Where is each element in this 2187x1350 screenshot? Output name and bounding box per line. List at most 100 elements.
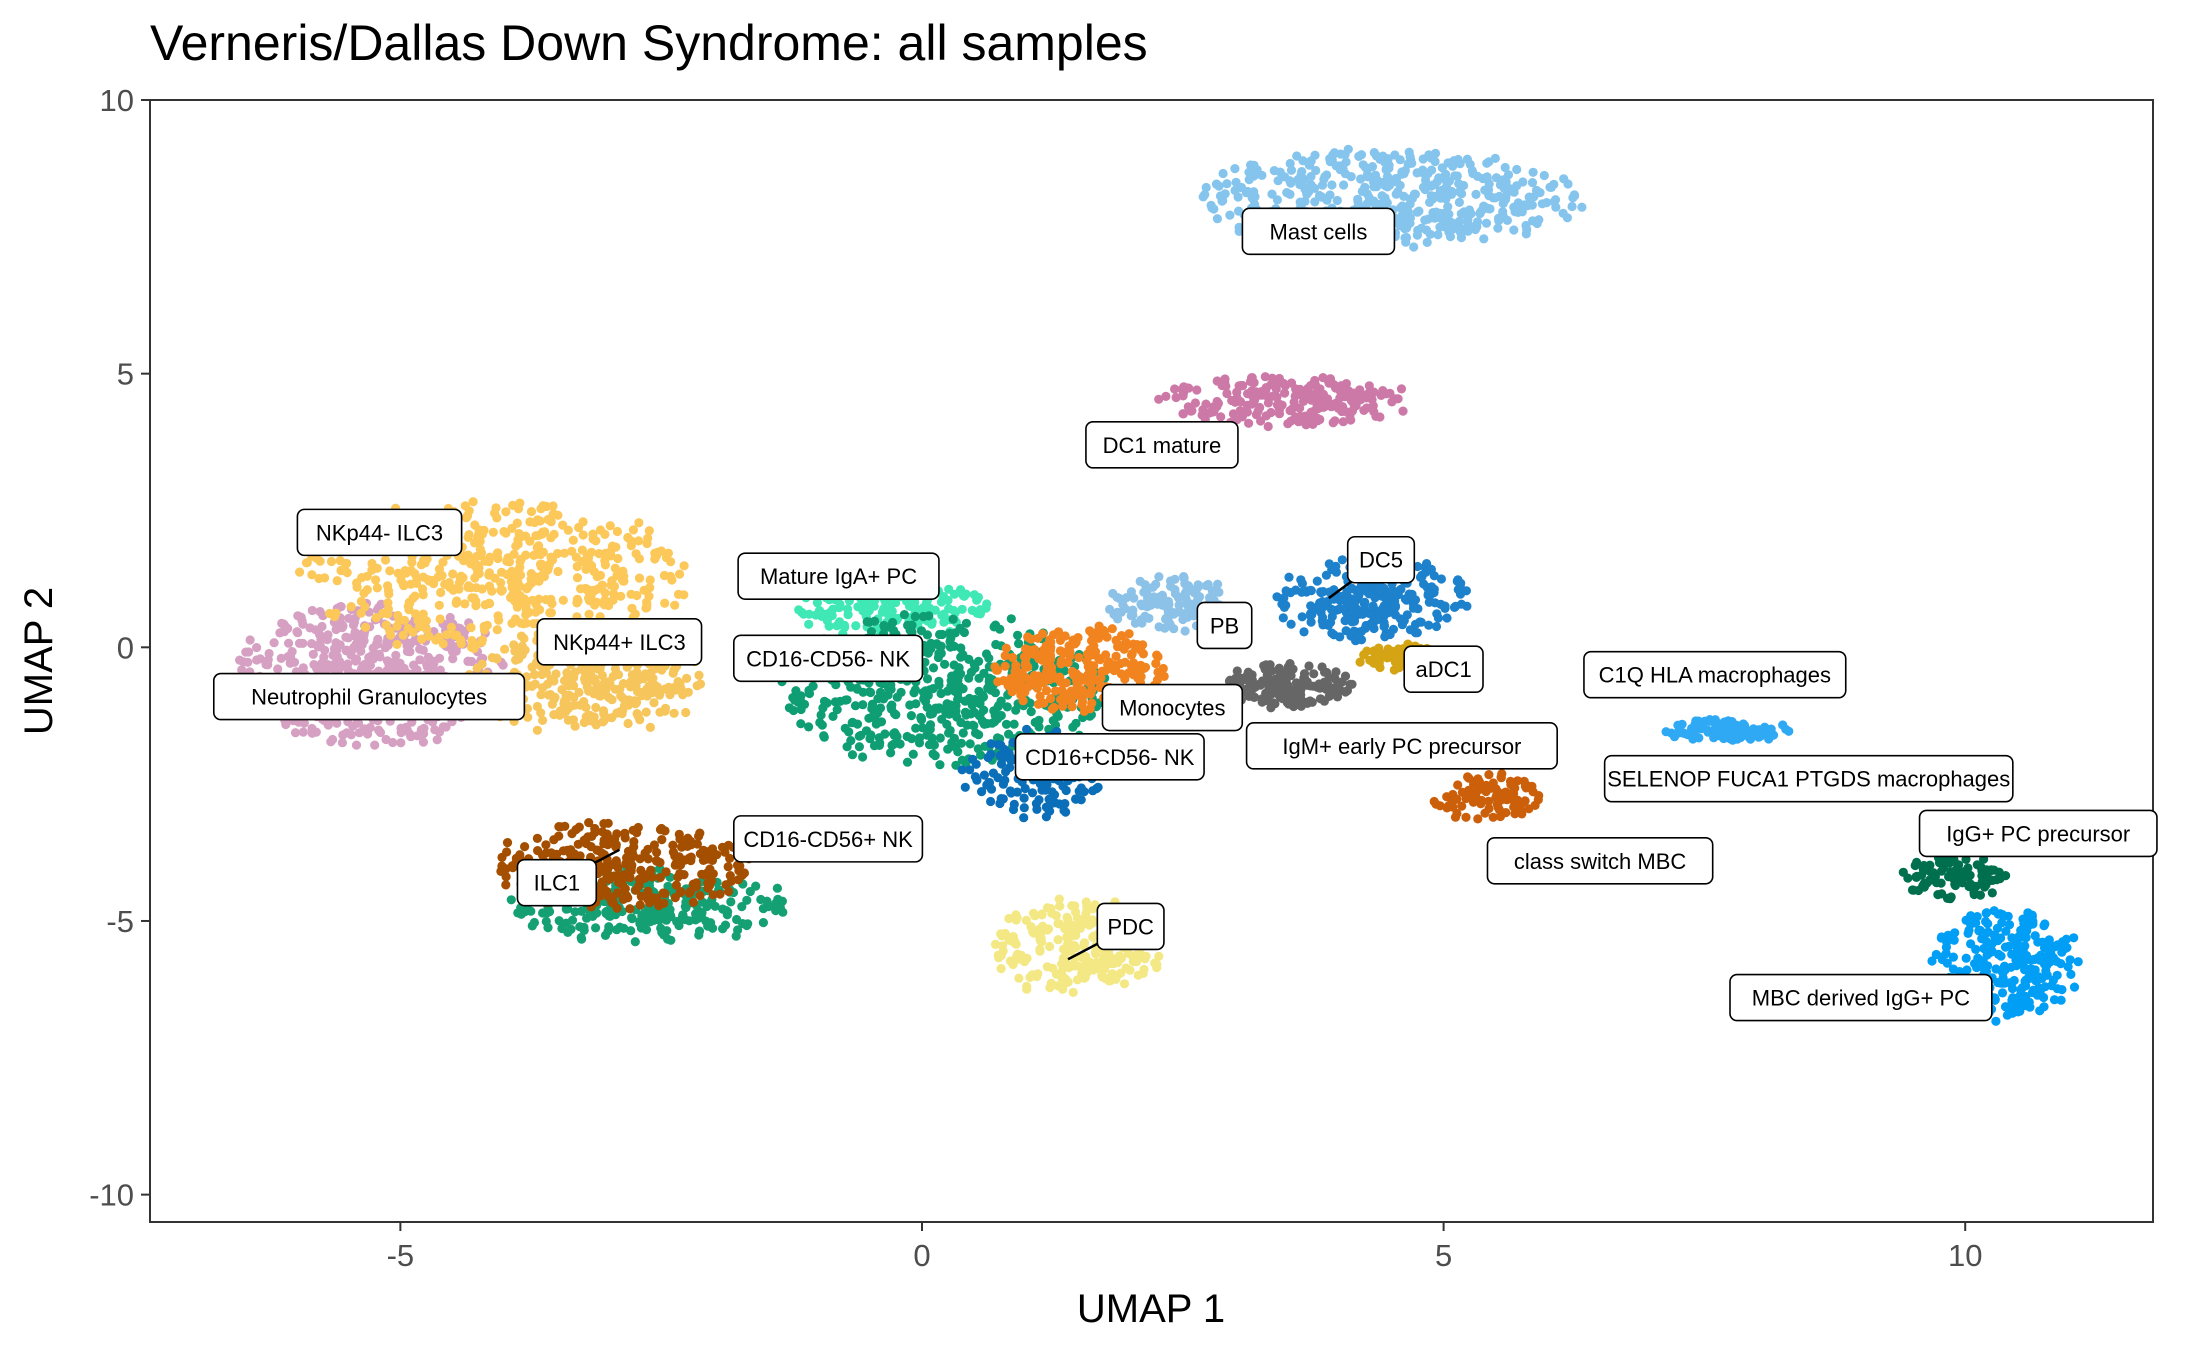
- point: [1516, 806, 1526, 816]
- point: [652, 856, 662, 866]
- point: [804, 688, 815, 699]
- point: [632, 590, 642, 601]
- point: [558, 595, 568, 605]
- point: [619, 576, 629, 586]
- point: [516, 631, 527, 641]
- point: [994, 700, 1004, 710]
- point: [549, 529, 559, 540]
- point: [1093, 782, 1103, 792]
- point: [816, 710, 826, 720]
- point: [918, 611, 929, 622]
- point: [701, 916, 711, 926]
- point: [414, 622, 424, 632]
- point: [637, 691, 647, 701]
- point: [385, 626, 395, 637]
- point: [563, 525, 573, 535]
- point: [492, 625, 502, 635]
- point: [1366, 609, 1376, 620]
- point: [1427, 165, 1437, 175]
- point: [243, 657, 253, 667]
- point: [1214, 587, 1224, 597]
- point: [1378, 386, 1388, 396]
- point: [949, 679, 959, 689]
- point: [477, 584, 487, 594]
- point: [915, 733, 925, 743]
- point: [949, 641, 959, 652]
- point: [372, 583, 382, 593]
- point: [1546, 182, 1556, 192]
- point: [338, 730, 348, 740]
- point: [612, 888, 623, 898]
- point: [245, 635, 255, 645]
- point: [995, 624, 1005, 634]
- point: [1086, 650, 1096, 660]
- point: [1053, 935, 1063, 945]
- point: [1221, 381, 1231, 391]
- point: [351, 656, 361, 666]
- point: [665, 910, 676, 920]
- point: [965, 739, 975, 749]
- point: [538, 683, 548, 693]
- point: [1275, 167, 1285, 177]
- point: [1394, 663, 1404, 673]
- point: [1035, 946, 1045, 956]
- point: [935, 760, 945, 770]
- point: [951, 706, 961, 716]
- point: [1381, 165, 1391, 175]
- point: [574, 822, 584, 832]
- point: [990, 939, 1001, 950]
- point: [342, 558, 352, 569]
- point: [542, 908, 552, 918]
- point: [512, 644, 522, 655]
- point: [986, 796, 996, 807]
- point: [393, 568, 403, 578]
- point: [1379, 622, 1389, 632]
- point: [1020, 687, 1030, 697]
- point: [1058, 648, 1068, 658]
- point: [1014, 639, 1024, 649]
- point: [847, 718, 857, 728]
- point: [341, 646, 351, 656]
- point: [529, 670, 540, 680]
- point: [1231, 177, 1241, 187]
- point: [1767, 730, 1777, 741]
- point: [1230, 164, 1240, 174]
- point: [532, 725, 543, 735]
- point: [655, 873, 665, 883]
- point: [1044, 657, 1054, 667]
- point: [1161, 391, 1171, 401]
- point: [1421, 567, 1431, 577]
- point: [588, 911, 598, 922]
- point: [1453, 585, 1463, 595]
- point: [430, 725, 440, 735]
- point: [1139, 964, 1149, 975]
- point: [623, 846, 634, 856]
- point: [1416, 223, 1427, 233]
- point: [1338, 417, 1348, 427]
- point: [1029, 649, 1039, 659]
- point: [1037, 910, 1047, 920]
- point: [1009, 937, 1019, 948]
- point: [438, 639, 448, 649]
- point: [688, 897, 699, 908]
- point: [330, 659, 340, 669]
- point: [342, 568, 352, 578]
- point: [1358, 390, 1368, 400]
- point: [903, 620, 913, 631]
- point: [353, 718, 364, 728]
- point: [1912, 871, 1922, 882]
- point: [1423, 589, 1433, 599]
- point: [560, 705, 571, 715]
- point: [572, 573, 583, 583]
- point: [578, 530, 588, 540]
- point: [1184, 383, 1194, 393]
- point: [1551, 202, 1561, 212]
- point: [1124, 629, 1134, 639]
- point: [1113, 642, 1123, 652]
- point: [1002, 702, 1012, 712]
- point: [548, 509, 559, 519]
- point: [1209, 204, 1219, 214]
- point: [1262, 678, 1272, 688]
- point: [398, 630, 408, 640]
- point: [508, 590, 518, 600]
